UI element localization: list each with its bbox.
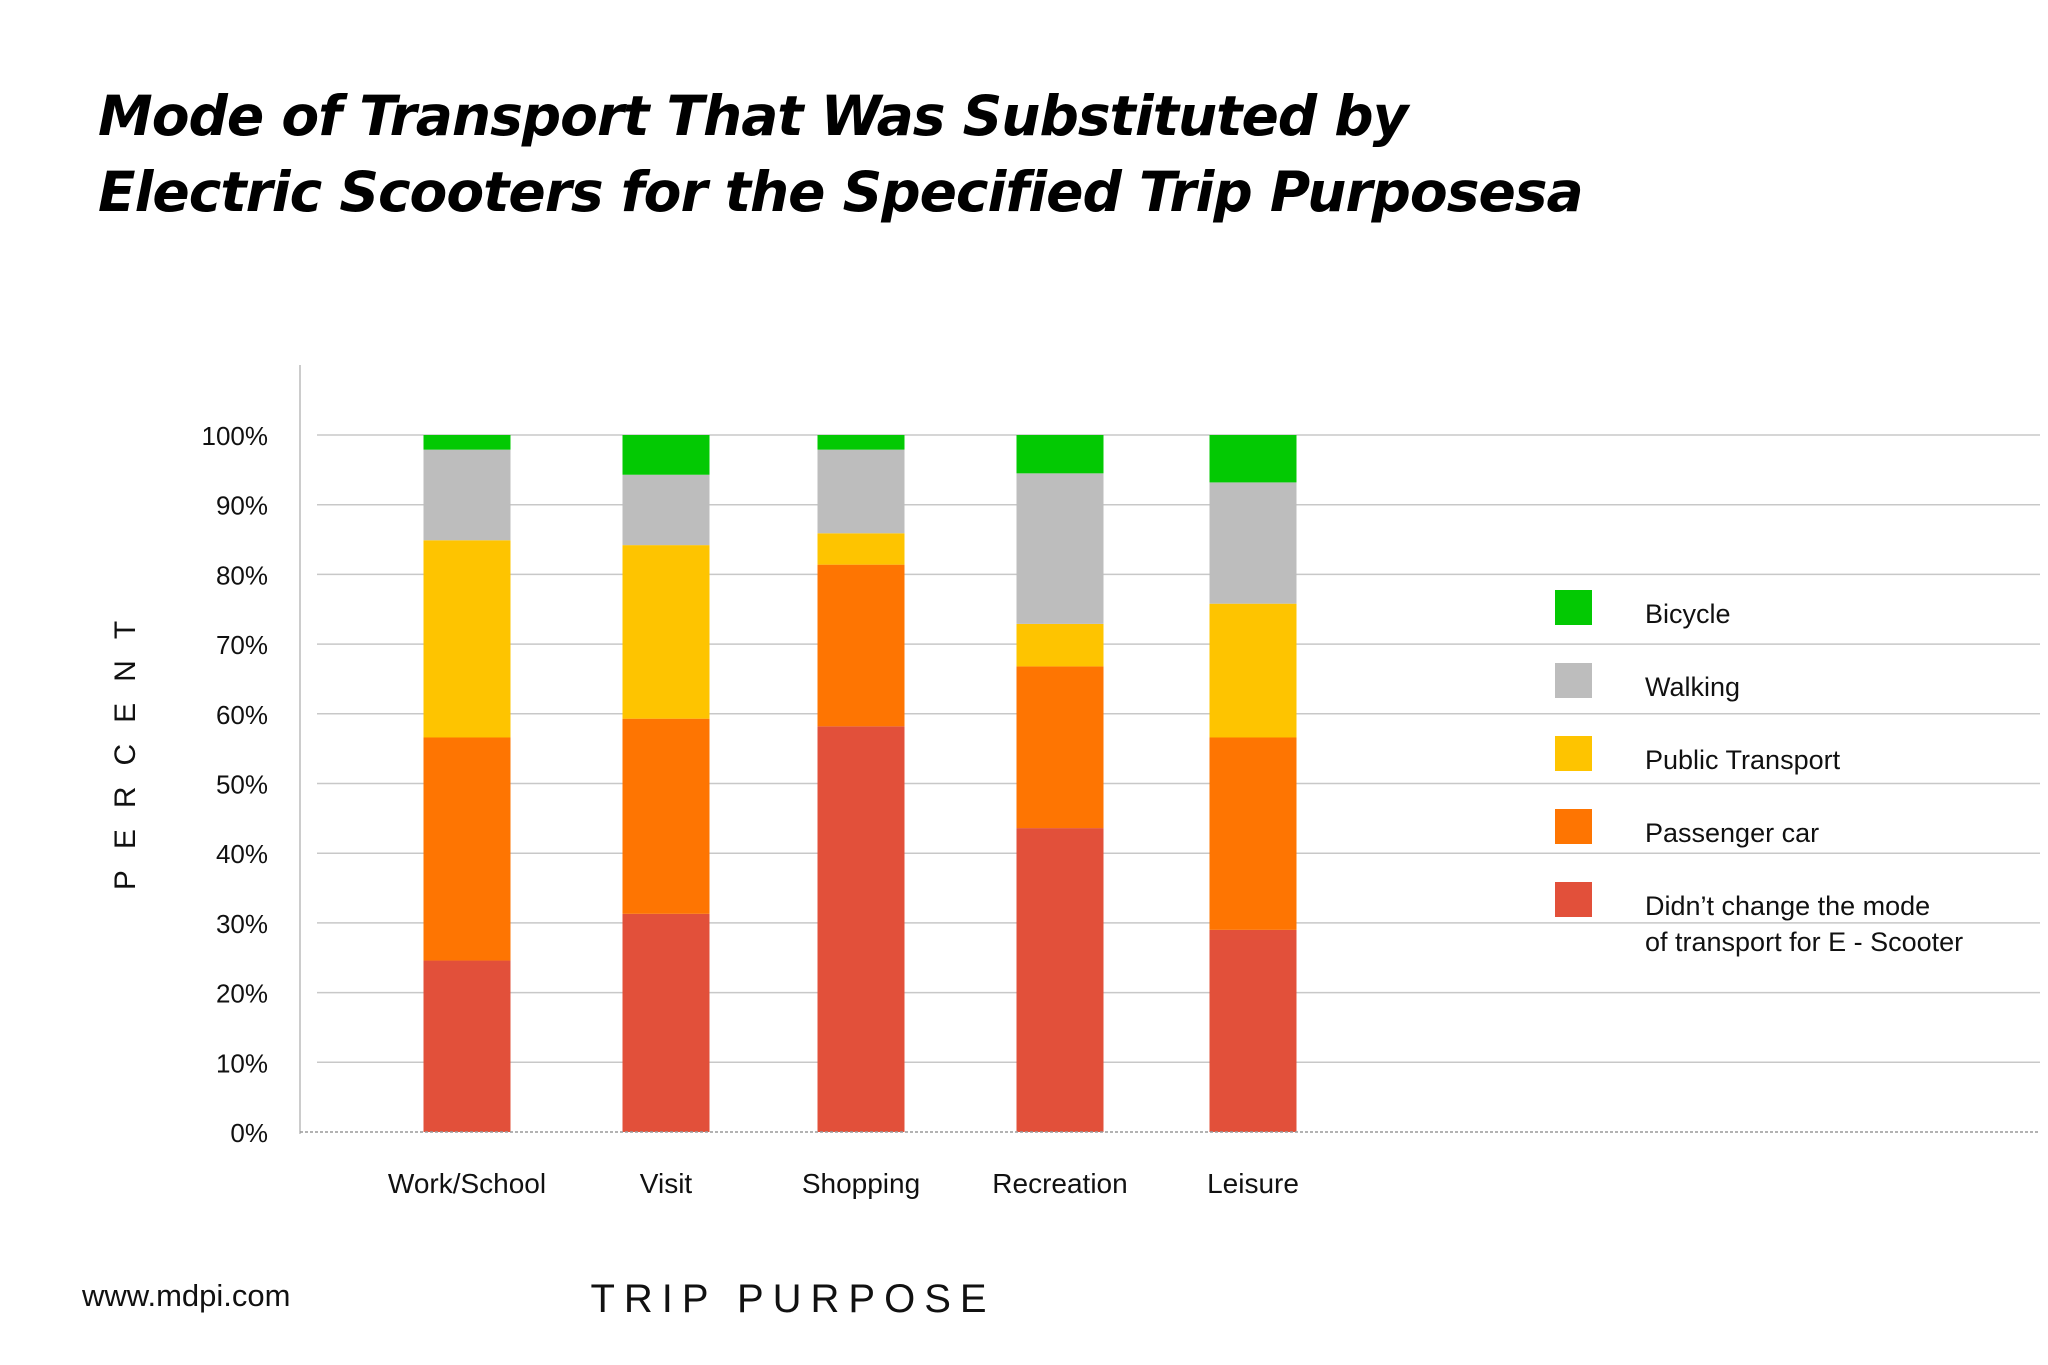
y-tick-label: 70%	[216, 630, 268, 660]
bar-segment	[1016, 828, 1104, 1132]
source-url: www.mdpi.com	[82, 1278, 291, 1313]
bar-segment	[423, 449, 511, 541]
y-tick-label: 60%	[216, 700, 268, 730]
legend-swatch	[1555, 590, 1592, 625]
bar-segment	[817, 564, 905, 727]
x-tick-label: Work/School	[388, 1168, 546, 1199]
legend-swatch	[1555, 882, 1592, 917]
bar-segment	[1209, 929, 1297, 1132]
bar-segment	[817, 449, 905, 534]
bar-segment	[1016, 666, 1104, 829]
bar-segment	[1209, 737, 1297, 930]
bar-segment	[423, 540, 511, 738]
bar-segment	[817, 726, 905, 1132]
x-tick-label: Shopping	[802, 1168, 920, 1199]
bar-segment	[1209, 482, 1297, 604]
chart-title: Mode of Transport That Was Substituted b…	[98, 78, 1798, 230]
bar-segment	[622, 718, 710, 914]
bar-segment	[1016, 623, 1104, 667]
bar-segment	[1209, 435, 1297, 483]
legend-label: of transport for E - Scooter	[1645, 927, 1963, 957]
chart-title-line-1: Mode of Transport That Was Substituted b…	[98, 84, 1408, 148]
y-tick-label: 10%	[216, 1048, 268, 1078]
bar-segment	[423, 435, 511, 450]
bars	[423, 435, 1297, 1132]
chart-title-line-2: Electric Scooters for the Specified Trip…	[98, 160, 1584, 224]
bar-segment	[622, 545, 710, 719]
bar-segment	[622, 474, 710, 546]
legend-swatch	[1555, 663, 1592, 698]
bar-segment	[622, 913, 710, 1132]
y-tick-label: 90%	[216, 491, 268, 521]
bar-segment	[1016, 435, 1104, 474]
axes: 0% 10% 20% 30% 40% 50% 60% 70% 80% 90% 100% Work/Sc…	[109, 365, 2040, 1321]
legend-label: Walking	[1645, 672, 1740, 702]
y-tick-label: 0%	[230, 1118, 268, 1148]
y-tick-label: 30%	[216, 909, 268, 939]
legend-label: Public Transport	[1645, 745, 1841, 775]
legend-label: Passenger car	[1645, 818, 1819, 848]
legend-label: Bicycle	[1645, 599, 1731, 629]
grid-lines	[317, 434, 2040, 1064]
bar-segment	[1016, 473, 1104, 624]
legend: Bicycle Walking Public Transport Passenger …	[1555, 590, 1963, 957]
y-axis-title: PERCENT	[109, 600, 142, 890]
y-tick-label: 40%	[216, 839, 268, 869]
y-tick-label: 20%	[216, 979, 268, 1009]
x-tick-label: Recreation	[992, 1168, 1127, 1199]
legend-swatch	[1555, 809, 1592, 844]
legend-label: Didn’t change the mode	[1645, 891, 1930, 921]
bar-segment	[1209, 603, 1297, 738]
bar-segment	[423, 737, 511, 961]
bar-segment	[622, 435, 710, 475]
y-tick-label: 50%	[216, 770, 268, 800]
y-tick-label: 100%	[202, 421, 269, 451]
bar-segment	[817, 533, 905, 565]
y-tick-label: 80%	[216, 560, 268, 590]
x-tick-label: Leisure	[1207, 1168, 1299, 1199]
x-axis-title: TRIP PURPOSE	[590, 1277, 995, 1321]
bar-segment	[817, 435, 905, 450]
bar-segment	[423, 960, 511, 1132]
legend-swatch	[1555, 736, 1592, 771]
x-tick-label: Visit	[640, 1168, 693, 1199]
